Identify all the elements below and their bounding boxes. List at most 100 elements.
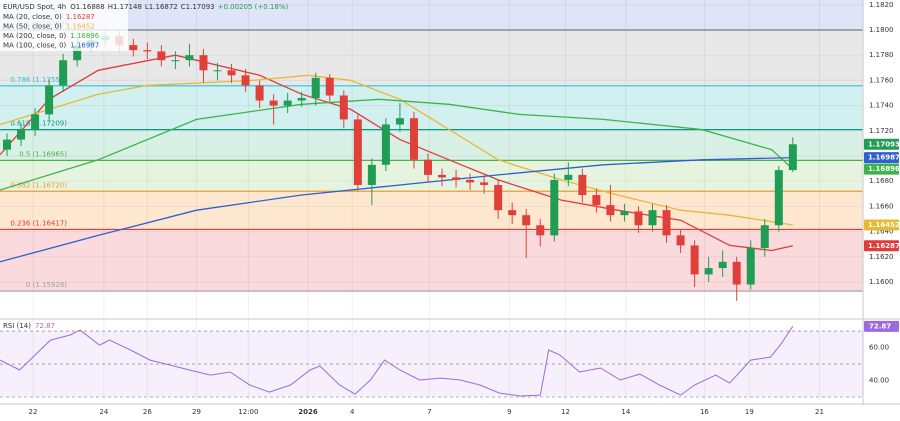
x-tick-label: 12:00 [238, 408, 258, 416]
fib-zone [0, 29, 863, 86]
price-badge [864, 219, 899, 231]
price-badge [864, 138, 899, 150]
x-tick-label: 26 [143, 408, 152, 416]
candle-body [171, 60, 180, 62]
price-badge-label: 1.16896 [868, 165, 900, 173]
y-tick-label: 1.1800 [869, 26, 894, 34]
candle-body [367, 164, 376, 185]
x-tick-label: 9 [507, 408, 511, 416]
rsi-badge [864, 320, 899, 332]
fib-label: 0 (1.15928) [26, 281, 67, 289]
candle-body [325, 77, 334, 96]
moving-average-line [0, 98, 794, 191]
price-badge-label: 1.16287 [868, 242, 900, 250]
price-badge-label: 1.16987 [868, 154, 900, 162]
candle-body [381, 124, 390, 165]
ohlc-label: O1.16888 [70, 3, 104, 11]
candle-body [31, 114, 40, 130]
y-tick-label: 1.1680 [869, 177, 894, 185]
x-tick-label: 2026 [298, 408, 318, 416]
x-tick-label: 4 [350, 408, 355, 416]
candle-body [466, 179, 475, 183]
legend-value: 1.16896 [70, 32, 99, 40]
x-tick-label: 14 [621, 408, 630, 416]
candle-body [718, 261, 727, 269]
candle-body [494, 184, 503, 211]
fib-zone [0, 0, 863, 30]
candle-body [746, 247, 755, 285]
price-badge [864, 152, 899, 164]
candle-body [452, 177, 461, 180]
rsi-legend-value: 72.87 [35, 322, 55, 330]
candle-body [269, 100, 278, 106]
chart-title: EUR/USD Spot, 4h [3, 3, 66, 11]
candle-body [227, 70, 236, 76]
fib-zone [0, 85, 863, 130]
x-tick-label: 21 [815, 408, 824, 416]
y-tick-label: 60.00 [869, 344, 889, 352]
y-tick-label: 40.00 [869, 377, 889, 385]
fib-label: 0.5 (1.16965) [19, 150, 67, 158]
legend-name: MA (200, close, 0) [3, 32, 67, 40]
candle-body [634, 211, 643, 226]
candle-body [662, 210, 671, 236]
y-tick-label: 1.1820 [869, 1, 894, 9]
candle-body [395, 118, 404, 125]
candle-body [480, 182, 489, 185]
candle-body [409, 118, 418, 160]
candle-body [438, 174, 447, 178]
candle-body [185, 55, 194, 61]
x-tick-label: 19 [745, 408, 754, 416]
legend-value: 1.16987 [70, 42, 99, 50]
candle-body [353, 119, 362, 185]
ohlc-label: L1.16872 [145, 3, 178, 11]
y-tick-label: 1.1600 [869, 278, 894, 286]
candle-body [17, 129, 26, 140]
y-tick-label: 1.1740 [869, 102, 894, 110]
x-tick-label: 16 [700, 408, 709, 416]
legend-value: 1.16287 [66, 13, 95, 21]
fib-label: 0.382 (1.16720) [10, 181, 67, 189]
candle-body [73, 45, 82, 61]
candle-body [143, 50, 152, 52]
candle-body [578, 174, 587, 196]
candle-body [3, 139, 12, 150]
candle-body [297, 98, 306, 101]
candle-body [774, 170, 783, 226]
candle-body [508, 210, 517, 216]
x-tick-label: 24 [99, 408, 108, 416]
candle-body [648, 210, 657, 226]
candle-body [45, 85, 54, 115]
candle-body [550, 179, 559, 236]
candle-body [522, 215, 531, 226]
candle-body [704, 268, 713, 275]
price-badge-label: 1.16452 [868, 221, 900, 229]
x-tick-label: 22 [29, 408, 38, 416]
candle-body [592, 195, 601, 206]
price-axis-bg [863, 0, 900, 421]
moving-average-line [0, 54, 793, 252]
candle-body [788, 144, 797, 171]
candle-body [606, 205, 615, 216]
rsi-band [0, 331, 863, 398]
legend-name: MA (50, close, 0) [3, 23, 62, 31]
candle-body [283, 100, 292, 106]
y-tick-label: 1.1640 [869, 228, 894, 236]
ohlc-label: C1.17093 [181, 3, 215, 11]
candle-body [157, 51, 166, 61]
candle-body [676, 235, 685, 246]
rsi-badge-label: 72.87 [869, 322, 891, 330]
candle-body [620, 211, 629, 216]
price-badge [864, 163, 899, 175]
candle-body [255, 85, 264, 101]
fib-label: 0.786 (1.17557) [10, 76, 67, 84]
moving-average-line [0, 74, 793, 226]
y-tick-label: 1.1620 [869, 253, 894, 261]
ohlc-label: H1.17148 [108, 3, 142, 11]
y-tick-label: 1.1780 [869, 51, 894, 59]
fib-zone [0, 191, 863, 230]
fib-label: 0.236 (1.16417) [10, 219, 67, 227]
price-badge [864, 240, 899, 252]
